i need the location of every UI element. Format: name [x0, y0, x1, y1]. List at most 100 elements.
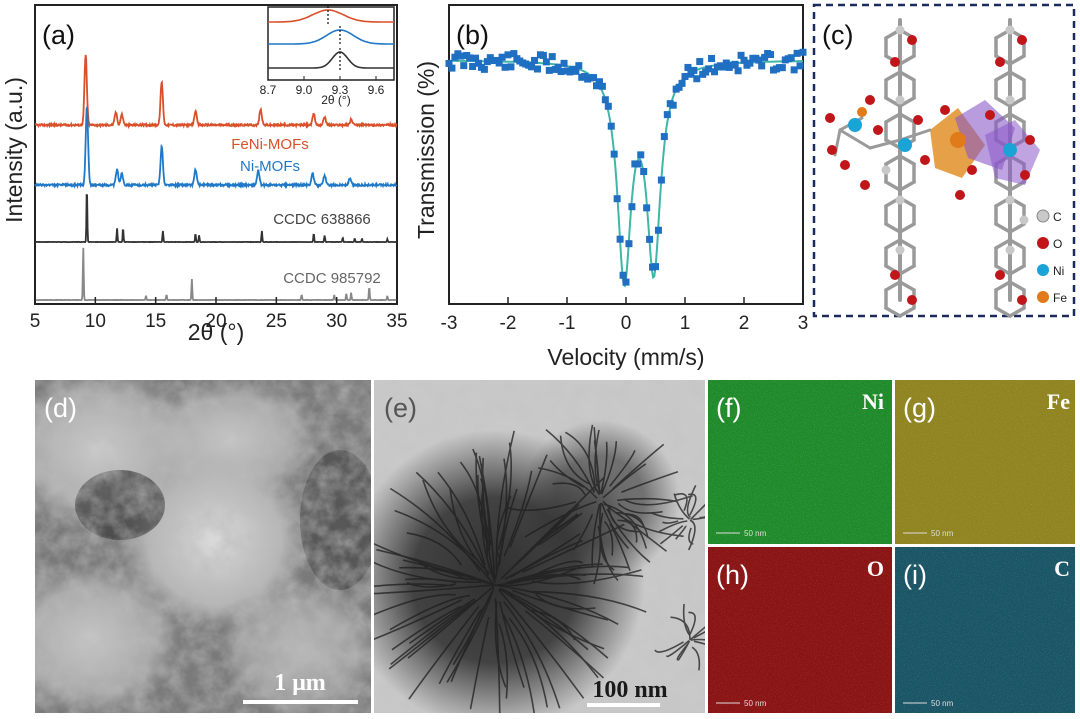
bond	[884, 138, 902, 150]
bond	[1008, 112, 1026, 124]
legend-carbon-label: C	[1053, 210, 1062, 224]
carbon-atom	[881, 165, 891, 175]
mossbauer-point	[590, 74, 598, 82]
bond	[868, 138, 902, 150]
mossbauer-point	[755, 56, 763, 64]
carbon-atom	[1019, 215, 1029, 225]
bond	[1008, 238, 1026, 250]
tem-nanosheet	[591, 503, 601, 567]
mossbauer-point	[593, 82, 600, 90]
mossbauer-point	[445, 59, 453, 67]
mossbauer-point	[460, 62, 468, 70]
mossbauer-point	[616, 235, 624, 243]
mossbauer-point	[719, 63, 727, 71]
tem-nanosheet	[497, 566, 581, 587]
panel-d-sem-image: 1 μm	[35, 380, 371, 713]
tem-nanosheet	[593, 525, 602, 585]
tem-nanosheet	[662, 520, 679, 524]
panel-i-label: (i)	[903, 560, 927, 590]
tem-nanosheet	[623, 494, 693, 506]
tem-nanosheet	[609, 450, 636, 487]
nickel-atom	[898, 138, 912, 152]
tem-nanosheet	[494, 598, 501, 713]
tem-nanosheet	[498, 601, 525, 688]
inset-curve-3	[268, 51, 394, 69]
mossbauer-point	[628, 203, 636, 211]
bond	[898, 96, 916, 108]
mossbauer-point	[448, 64, 456, 72]
oxygen-atom	[873, 125, 883, 135]
map-ni-noise	[708, 380, 892, 544]
bond	[884, 222, 902, 234]
tem-nanosheet	[449, 487, 491, 574]
tem-nanosheet	[693, 640, 705, 645]
tem-nanosheet	[689, 626, 705, 641]
oxygen-atom	[840, 160, 850, 170]
eds-map-o: (h) O 50 nm	[708, 547, 892, 713]
bond	[898, 222, 916, 234]
panel-b-y-axis-label: Transmission (%)	[413, 61, 439, 239]
mossbauer-point	[690, 66, 698, 74]
tem-nanosheet	[601, 502, 630, 550]
oxygen-atom	[1025, 135, 1035, 145]
carbon-atom	[895, 95, 905, 105]
tem-nanosheet	[502, 614, 535, 713]
tem-nanosheet	[388, 599, 477, 670]
oxygen-atom	[860, 180, 870, 190]
tem-nanosheet	[374, 593, 456, 616]
nickel-atom	[848, 118, 862, 132]
oxygen-atom	[967, 165, 977, 175]
tem-nanosheet	[497, 442, 513, 550]
mossbauer-point	[610, 150, 618, 158]
mossbauer-point	[613, 195, 621, 203]
mossbauer-point	[740, 56, 748, 64]
mossbauer-point	[457, 52, 465, 60]
oxygen-atom	[890, 270, 900, 280]
mossbauer-point	[681, 73, 689, 81]
panel-e-label: (e)	[384, 393, 417, 423]
map-ni-element: Ni	[862, 389, 884, 414]
tem-nanosheet	[600, 441, 618, 495]
tem-nanosheet	[673, 493, 688, 512]
x-tick-label: -3	[441, 313, 458, 334]
mossbauer-point	[711, 68, 718, 76]
mossbauer-point	[469, 62, 477, 70]
panel-e-tem-image: 100 nm	[374, 380, 705, 713]
legend-oxygen-swatch	[1037, 237, 1049, 249]
carbon-atom	[895, 195, 905, 205]
oxygen-atom	[913, 115, 923, 125]
mossbauer-point	[528, 63, 536, 71]
tem-nanosheet	[524, 610, 605, 679]
tem-nanosheet	[407, 585, 495, 659]
bond	[898, 264, 916, 276]
mossbauer-points-group	[445, 48, 807, 286]
tem-nanosheet	[690, 638, 705, 641]
tem-nanosheet	[408, 598, 476, 645]
tem-nanosheet	[446, 587, 495, 683]
legend-iron-swatch	[1037, 291, 1049, 303]
carbon-atom	[895, 25, 905, 35]
mossbauer-point	[696, 58, 704, 66]
tem-nanosheet	[534, 560, 584, 576]
tem-nanosheet	[406, 532, 463, 566]
mossbauer-point	[466, 54, 474, 62]
mossbauer-point	[472, 54, 480, 62]
bond	[898, 238, 916, 250]
mossbauer-point	[643, 204, 651, 212]
tem-nanosheet	[616, 511, 649, 538]
bond	[1008, 96, 1026, 108]
oxygen-atom	[955, 190, 965, 200]
mossbauer-point	[708, 54, 716, 62]
tem-nanosheet	[535, 593, 596, 610]
tem-nanosheet	[524, 501, 597, 538]
tem-nanosheet	[394, 509, 493, 584]
bond	[1008, 280, 1026, 292]
nickel-atom	[1003, 143, 1017, 157]
tem-nanosheet	[588, 424, 601, 496]
tem-nanosheet	[599, 441, 608, 495]
x-tick-label: -2	[500, 313, 517, 334]
tem-nanosheet	[552, 482, 586, 496]
bond	[994, 280, 1012, 292]
tem-nanosheet	[532, 590, 647, 613]
x-tick-label: 2	[739, 313, 750, 334]
